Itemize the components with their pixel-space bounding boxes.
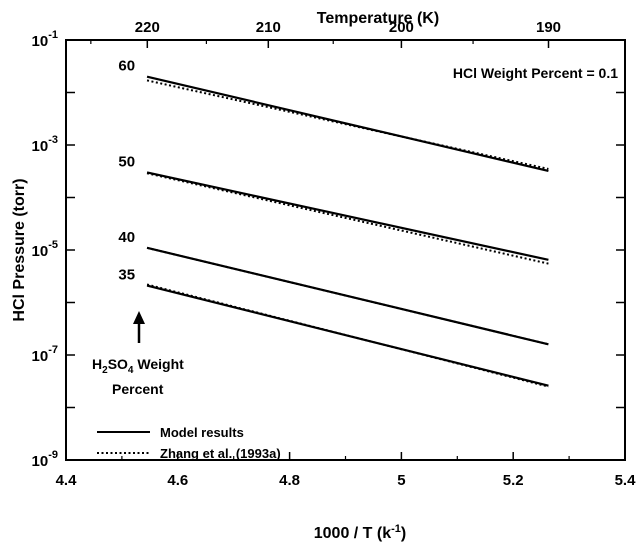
- curve-label-35: 35: [118, 267, 135, 284]
- y-axis-title: HCl Pressure (torr): [11, 178, 28, 321]
- zhang-line-50: [146, 172, 549, 265]
- top-axis-title: Temperature (K): [317, 10, 439, 27]
- zhang-line-35: [146, 283, 549, 388]
- y-tick-label: 10-9: [32, 449, 58, 470]
- x-tick-label: 5.4: [615, 472, 637, 489]
- curve-label-50: 50: [118, 153, 135, 170]
- h2so4-weight-label: H2SO4 Weight Percent: [92, 311, 184, 397]
- x-tick-label: 5: [397, 472, 405, 489]
- top-tick-label: 220: [135, 19, 160, 36]
- y-tick-label: 10-5: [32, 239, 58, 260]
- axis-ticks: 4.4 4.6 4.8 5 5.2 5.4 10-1 10-3 10-5 10-7 10-9 220 2…: [32, 19, 637, 489]
- h2so4-label-line1: H2SO4 Weight: [92, 356, 184, 376]
- model-line-50: [146, 171, 549, 261]
- curve-labels: 60 50 40 35: [118, 58, 135, 284]
- top-tick-label: 200: [389, 19, 414, 36]
- series-lines: [146, 75, 549, 388]
- x-axis-title: 1000 / T (k-1): [314, 523, 406, 542]
- curve-label-60: 60: [118, 58, 135, 75]
- arrow-head: [133, 311, 145, 324]
- top-tick-label: 210: [256, 19, 281, 36]
- legend-label-model: Model results: [160, 425, 244, 440]
- x-tick-label: 4.6: [167, 472, 188, 489]
- hcl-weight-annotation: HCl Weight Percent = 0.1: [453, 65, 618, 81]
- top-tick-label: 190: [536, 19, 561, 36]
- legend: Model results Zhang et al. (1993a): [97, 425, 281, 461]
- zhang-line-40: [146, 246, 549, 346]
- x-tick-label: 4.8: [279, 472, 300, 489]
- y-tick-label: 10-7: [32, 344, 58, 365]
- x-axis-title-main: 1000 / T (k: [314, 525, 391, 542]
- x-axis-title-end: ): [401, 525, 406, 542]
- y-tick-label: 10-3: [32, 134, 58, 155]
- h2so4-label-line2: Percent: [112, 381, 164, 397]
- zhang-line-60: [146, 79, 549, 170]
- legend-label-zhang: Zhang et al. (1993a): [160, 446, 281, 461]
- y-tick-label: 10-1: [32, 29, 58, 50]
- x-axis-title-exponent: -1: [391, 523, 401, 535]
- model-line-60: [146, 75, 549, 173]
- x-tick-label: 5.2: [503, 472, 524, 489]
- plot-frame: [65, 39, 626, 461]
- x-tick-label: 4.4: [56, 472, 78, 489]
- curve-label-40: 40: [118, 229, 135, 246]
